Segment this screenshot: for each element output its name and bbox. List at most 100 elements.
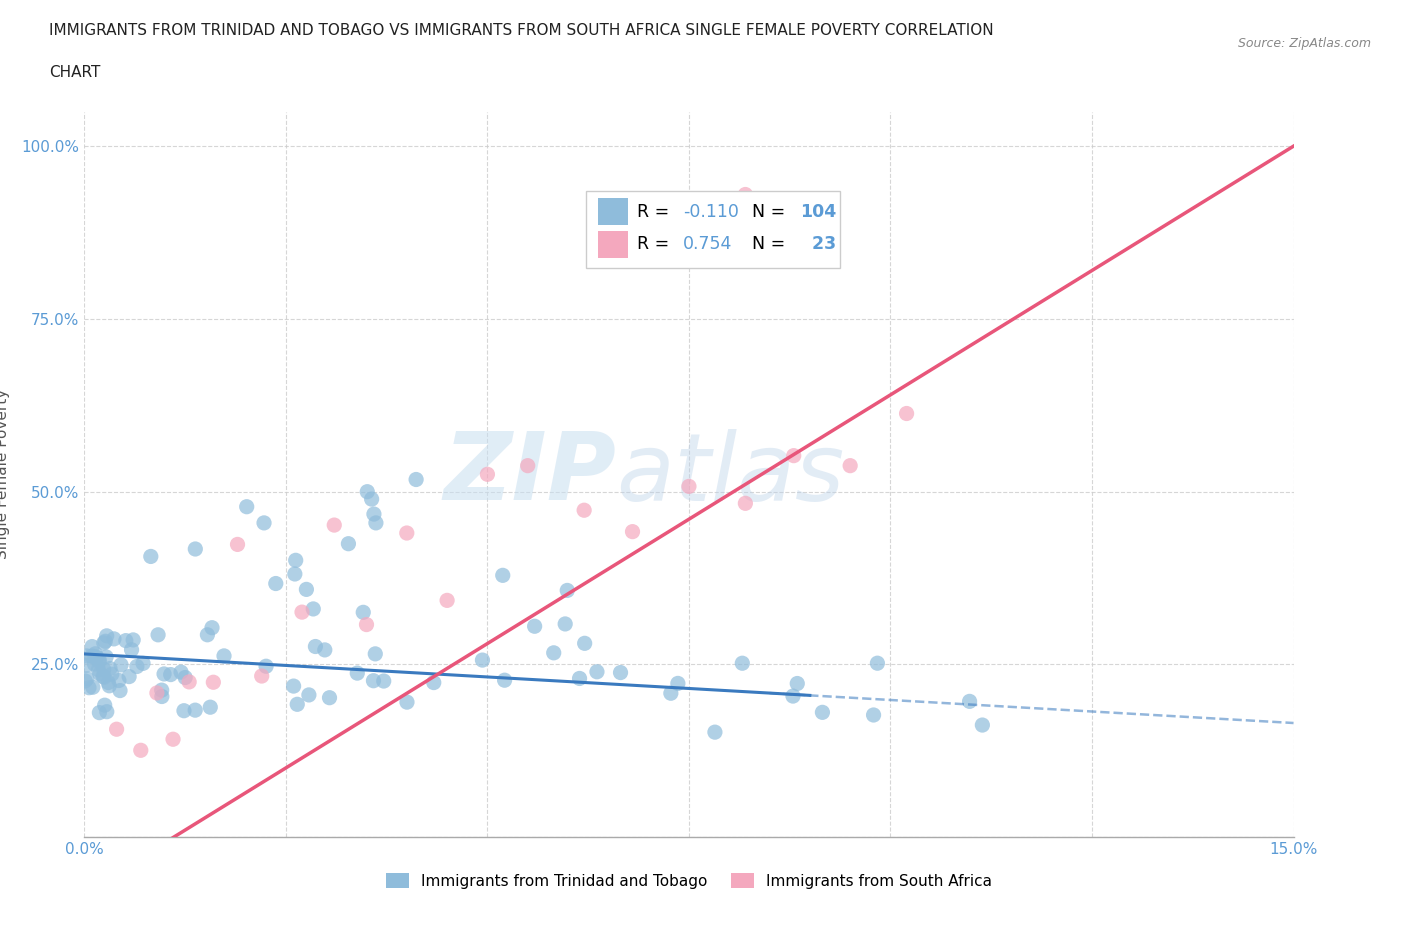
Text: 0.754: 0.754 [683,235,733,253]
Point [75,673,97,688]
Point [346,666,368,681]
Point [405,472,427,487]
Point [121,643,143,658]
Point [114,633,136,648]
Point [323,518,346,533]
Y-axis label: Single Female Poverty: Single Female Poverty [0,389,10,560]
Point [94,634,117,649]
Point [174,671,197,685]
Bar [599,231,628,259]
Point [555,583,578,598]
Point [179,674,201,689]
Point [302,602,325,617]
Point [543,645,565,660]
Point [554,617,576,631]
Point [100,667,122,682]
Point [89,666,111,681]
Point [839,458,862,473]
Point [356,618,378,632]
Point [98,661,121,676]
Text: IMMIGRANTS FROM TRINIDAD AND TOBAGO VS IMMIGRANTS FROM SOUTH AFRICA SINGLE FEMAL: IMMIGRANTS FROM TRINIDAD AND TOBAGO VS I… [49,23,994,38]
Point [783,448,806,463]
Point [866,656,889,671]
Text: N =: N = [752,203,790,220]
Point [363,507,385,522]
Point [284,566,307,581]
Point [153,667,176,682]
Point [734,187,756,202]
Point [395,525,418,540]
Point [959,694,981,709]
Point [82,639,104,654]
Text: CHART: CHART [49,65,101,80]
Point [318,690,340,705]
Point [703,724,725,739]
Point [150,683,173,698]
Point [77,680,100,695]
Point [118,670,141,684]
Point [896,406,918,421]
Point [298,687,321,702]
Bar [599,198,628,225]
Point [83,657,105,671]
Point [93,670,115,684]
Point [105,722,128,737]
Point [97,675,120,690]
Point [80,648,103,663]
Point [731,656,754,671]
Point [284,552,307,567]
Point [200,699,222,714]
Point [108,684,131,698]
Text: N =: N = [752,235,790,253]
Point [93,662,115,677]
Point [574,636,596,651]
Point [108,673,131,688]
Point [150,689,173,704]
Point [659,685,682,700]
Text: Source: ZipAtlas.com: Source: ZipAtlas.com [1237,37,1371,50]
Point [146,685,169,700]
Point [89,653,111,668]
Point [184,541,207,556]
Point [184,703,207,718]
Text: 104: 104 [800,203,837,220]
Point [356,485,378,499]
Point [250,669,273,684]
Point [146,628,169,643]
Point [93,635,115,650]
Point [159,667,181,682]
Point [96,629,118,644]
Point [129,743,152,758]
Point [678,479,700,494]
Point [235,499,257,514]
Text: R =: R = [637,235,675,253]
Point [304,639,326,654]
Point [285,697,308,711]
Point [283,679,305,694]
Point [352,604,374,619]
Point [523,618,546,633]
Point [162,732,184,747]
Point [436,593,458,608]
Point [93,698,115,712]
Point [254,658,277,673]
Text: ZIP: ZIP [443,429,616,520]
Point [494,672,516,687]
Point [86,650,108,665]
Point [122,632,145,647]
Point [477,467,499,482]
Legend: Immigrants from Trinidad and Tobago, Immigrants from South Africa: Immigrants from Trinidad and Tobago, Imm… [380,867,998,895]
Point [337,537,360,551]
Point [291,604,314,619]
Point [734,496,756,511]
Point [471,653,494,668]
Point [173,703,195,718]
Point [84,646,107,661]
Point [373,673,395,688]
Point [364,515,387,530]
Point [170,665,193,680]
Point [782,688,804,703]
Point [94,649,117,664]
Point [862,708,884,723]
Point [621,525,644,539]
